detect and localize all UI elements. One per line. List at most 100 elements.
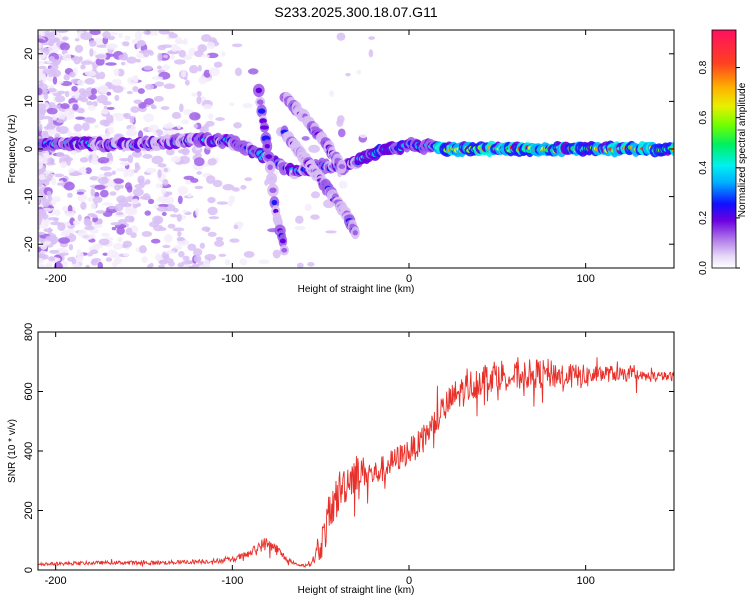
spectrogram-noise-cell bbox=[193, 255, 202, 263]
spectrogram-noise-cell bbox=[111, 226, 117, 231]
spectrogram-noise-cell bbox=[240, 184, 247, 190]
spectrogram-noise-cell bbox=[150, 103, 156, 109]
spectrogram-noise-cell bbox=[127, 203, 132, 207]
spectrogram-noise-cell bbox=[158, 259, 169, 265]
spectrogram-noise-cell bbox=[79, 156, 89, 163]
spectrogram-noise-cell bbox=[205, 120, 215, 127]
spectrogram-noise-cell bbox=[178, 49, 186, 58]
spectrogram-noise-cell bbox=[176, 124, 182, 130]
spectrogram-noise-cell bbox=[125, 227, 133, 236]
spectrogram-noise-cell bbox=[127, 128, 134, 135]
spectrogram-feature-cell bbox=[259, 118, 267, 124]
spectrogram-noise-cell bbox=[104, 52, 111, 60]
spectrogram-noise-cell bbox=[149, 262, 154, 268]
spectrogram-noise-cell bbox=[165, 250, 175, 254]
spectrogram-noise-cell bbox=[143, 98, 155, 105]
spectrogram-noise-cell bbox=[77, 214, 82, 222]
spectrogram-noise-cell bbox=[191, 92, 198, 97]
spectrogram-noise-cell bbox=[258, 259, 270, 265]
spectrogram-noise-cell bbox=[368, 36, 376, 40]
spectrogram-noise-cell bbox=[310, 214, 320, 220]
snr-xtick-label: -200 bbox=[45, 575, 67, 587]
spectrogram-noise-cell bbox=[224, 258, 230, 266]
spectrogram-feature-cell bbox=[338, 164, 346, 170]
spectrogram-noise-cell bbox=[38, 231, 46, 236]
spectrogram-noise-cell bbox=[38, 250, 47, 254]
spectrogram-noise-cell bbox=[216, 201, 229, 205]
spectrogram-noise-cell bbox=[95, 210, 106, 214]
spectrogram-noise-cell bbox=[77, 168, 87, 173]
spectrogram-noise-cell bbox=[160, 183, 172, 189]
snr-xtick-label: 100 bbox=[576, 575, 594, 587]
spectrogram-noise-cell bbox=[215, 236, 224, 241]
spectrogram-noise-cell bbox=[87, 104, 96, 111]
spectrogram-noise-cell bbox=[115, 211, 124, 216]
spectrogram-noise-cell bbox=[85, 167, 92, 174]
spectrogram-noise-cell bbox=[38, 189, 41, 194]
spectrogram-noise-cell bbox=[308, 144, 320, 153]
colorbar-tick-label: 0.2 bbox=[698, 211, 709, 225]
spectrogram-noise-cell bbox=[38, 123, 43, 132]
spectrogram-noise-cell bbox=[58, 252, 70, 256]
spectrogram-noise-cell bbox=[56, 182, 65, 186]
spectrogram-noise-cell bbox=[59, 42, 70, 51]
spectrogram-noise-cell bbox=[117, 237, 123, 243]
spectrogram-noise-cell bbox=[92, 196, 103, 204]
spectrogram-noise-cell bbox=[99, 166, 112, 171]
spectrogram-noise-cell bbox=[171, 43, 179, 52]
spectrogram-feature-cell bbox=[269, 187, 277, 193]
spectrogram-noise-cell bbox=[199, 126, 209, 133]
spectrogram-noise-cell bbox=[51, 196, 61, 203]
spectrogram-noise-cell bbox=[181, 119, 190, 125]
colorbar-tick-label: 0.6 bbox=[698, 110, 709, 124]
spectrogram-noise-cell bbox=[310, 191, 321, 199]
spectrogram-noise-cell bbox=[218, 253, 227, 257]
spectrogram-noise-cell bbox=[56, 118, 65, 123]
spectrogram-noise-cell bbox=[78, 56, 83, 62]
snr-ytick-label: 200 bbox=[23, 501, 35, 519]
snr-ytick-label: 800 bbox=[23, 323, 35, 341]
spectrogram-noise-cell bbox=[38, 119, 41, 125]
spectrogram-noise-cell bbox=[162, 244, 171, 249]
spectrogram-noise-cell bbox=[86, 252, 93, 257]
spectrogram-noise-cell bbox=[38, 247, 42, 253]
spectrogram-noise-cell bbox=[190, 178, 199, 183]
spectrogram-noise-cell bbox=[137, 130, 144, 140]
spectrogram-noise-cell bbox=[143, 30, 151, 35]
spectrogram-noise-cell bbox=[96, 94, 108, 104]
spectrogram-noise-cell bbox=[199, 242, 205, 249]
spectrogram-noise-cell bbox=[182, 209, 188, 214]
spectrogram-noise-cell bbox=[178, 103, 184, 113]
spectrogram-noise-cell bbox=[38, 38, 44, 43]
spectrogram-ytick-label: -20 bbox=[23, 236, 35, 252]
spectrogram-noise-cell bbox=[207, 206, 218, 216]
spectrogram-noise-cell bbox=[98, 238, 110, 246]
spectrogram-noise-cell bbox=[38, 42, 43, 50]
spectrogram-noise-cell bbox=[163, 167, 168, 173]
spectrogram-noise-cell bbox=[38, 109, 45, 119]
spectrogram-noise-cell bbox=[38, 155, 44, 163]
spectrogram-noise-cell bbox=[71, 258, 77, 265]
spectrogram-noise-cell bbox=[244, 177, 253, 182]
spectrogram-noise-cell bbox=[131, 150, 143, 158]
spectrogram-noise-cell bbox=[98, 84, 109, 94]
spectrogram-noise-cell bbox=[166, 31, 175, 35]
spectrogram-noise-cell bbox=[38, 208, 47, 217]
spectrogram-noise-cell bbox=[272, 249, 281, 259]
spectrogram-noise-cell bbox=[222, 184, 235, 191]
spectrogram-noise-cell bbox=[97, 177, 109, 185]
spectrogram-noise-cell bbox=[111, 78, 122, 86]
spectrogram-noise-cell bbox=[135, 58, 141, 63]
spectrogram-noise-cell bbox=[206, 41, 216, 50]
spectrogram-noise-cell bbox=[162, 123, 175, 129]
spectrogram-noise-cell bbox=[205, 175, 216, 184]
spectrogram-noise-cell bbox=[170, 156, 181, 163]
spectrogram-noise-cell bbox=[172, 227, 185, 232]
spectrogram-noise-cell bbox=[168, 260, 176, 267]
spectrogram-noise-cell bbox=[114, 251, 120, 260]
spectrogram-noise-cell bbox=[199, 264, 212, 268]
spectrogram-noise-cell bbox=[46, 107, 58, 115]
spectrogram-noise-cell bbox=[177, 195, 183, 205]
spectrogram-noise-cell bbox=[48, 116, 54, 125]
